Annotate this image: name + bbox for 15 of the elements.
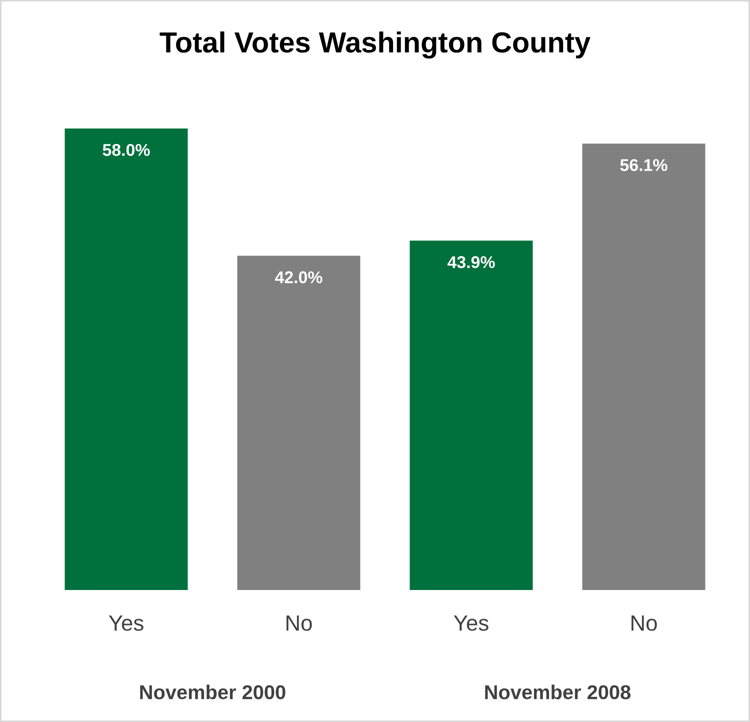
x-tick-label: No	[286, 616, 312, 631]
bar	[237, 256, 360, 590]
bar	[582, 144, 706, 590]
text: November 2008	[485, 684, 631, 700]
bar	[64, 128, 188, 590]
chart-title: Total Votes Washington County	[160, 31, 590, 59]
x-tick-label: No	[632, 616, 657, 631]
data-label: 42.0%	[275, 271, 322, 284]
bar	[410, 240, 533, 590]
data-label: 58.0%	[102, 144, 150, 156]
text: November 2000	[140, 684, 286, 700]
x-tick-label: Yes	[108, 616, 144, 631]
data-label: 43.9%	[447, 256, 495, 268]
x-tick-label: Yes	[454, 616, 488, 631]
data-label: 56.1%	[620, 159, 668, 172]
